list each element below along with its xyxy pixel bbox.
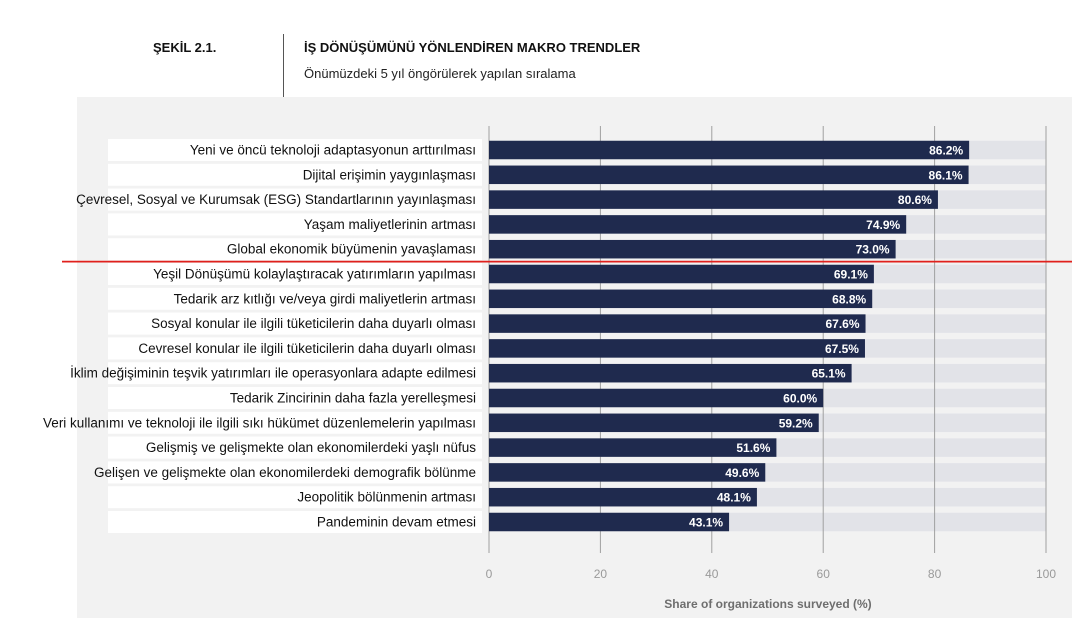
bar-value-label: 80.6%	[898, 193, 932, 207]
bar-value-label: 74.9%	[866, 218, 900, 232]
category-label: Çevresel, Sosyal ve Kurumsak (ESG) Stand…	[76, 192, 476, 207]
bar	[489, 289, 873, 309]
x-tick-label: 100	[1036, 567, 1056, 581]
category-label: Yaşam maliyetlerinin artması	[304, 217, 476, 232]
bar	[489, 388, 824, 408]
category-label-box	[108, 263, 482, 285]
category-label-box	[108, 436, 482, 459]
bar-value-label: 69.1%	[834, 268, 868, 282]
bar	[489, 140, 970, 160]
bar	[489, 363, 852, 383]
bar	[489, 264, 874, 284]
category-label-box	[108, 337, 482, 360]
bar	[489, 190, 938, 209]
title-divider	[283, 34, 284, 97]
category-label-box	[108, 238, 482, 261]
figure-title: İŞ DÖNÜŞÜMÜNÜ YÖNLENDİREN MAKRO TRENDLER	[304, 40, 641, 55]
bar-value-label: 49.6%	[725, 466, 759, 480]
bar-value-label: 68.8%	[832, 292, 866, 306]
category-label: Cevresel konular ile ilgili tüketicileri…	[138, 341, 476, 356]
category-label: Pandeminin devam etmesi	[317, 515, 476, 530]
bar-value-label: 86.2%	[929, 144, 963, 158]
bar	[489, 239, 896, 259]
category-label-box	[108, 139, 482, 161]
bar-value-label: 48.1%	[717, 491, 751, 505]
category-label: Veri kullanımı ve teknoloji ile ilgili s…	[43, 415, 476, 430]
category-label: Gelişmiş ve gelişmekte olan ekonomilerde…	[146, 440, 476, 455]
category-label-box	[108, 287, 482, 310]
category-label: Gelişen ve gelişmekte olan ekonomilerdek…	[94, 465, 476, 480]
figure-label: ŞEKİL 2.1.	[153, 40, 217, 55]
category-label-box	[108, 188, 482, 211]
x-tick-label: 20	[594, 567, 608, 581]
bar	[489, 438, 777, 457]
category-label-box	[108, 362, 482, 385]
category-label: Tedarik arz kıtlığı ve/veya girdi maliye…	[174, 291, 476, 306]
category-label-box	[108, 486, 482, 509]
x-tick-label: 40	[705, 567, 719, 581]
category-label: Yeşil Dönüşümü kolaylaştıracak yatırımla…	[153, 267, 476, 282]
bar-value-label: 51.6%	[736, 441, 770, 455]
category-label-box	[108, 411, 482, 434]
category-label: Jeopolitik bölünmenin artması	[297, 490, 476, 505]
category-label-box	[108, 312, 482, 335]
x-tick-label: 0	[486, 567, 493, 581]
bar	[489, 215, 907, 234]
bar-value-label: 67.6%	[826, 317, 860, 331]
category-label: İklim değişiminin teşvik yatırımları ile…	[70, 366, 476, 381]
bar	[489, 413, 819, 433]
bar-value-label: 73.0%	[856, 243, 890, 257]
bar	[489, 463, 766, 482]
x-axis-label: Share of organizations surveyed (%)	[664, 597, 871, 611]
bar-value-label: 67.5%	[825, 342, 859, 356]
bar	[489, 512, 730, 532]
bar-value-label: 43.1%	[689, 516, 723, 530]
category-label: Yeni ve öncü teknoloji adaptasyonun artt…	[190, 143, 476, 158]
category-label-box	[108, 387, 482, 409]
bar	[489, 314, 866, 333]
category-label: Sosyal konular ile ilgili tüketicilerin …	[151, 316, 476, 331]
category-label: Tedarik Zincirinin daha fazla yerelleşme…	[230, 391, 476, 406]
category-label: Dijital erişimin yaygınlaşması	[303, 167, 476, 182]
bar	[489, 487, 757, 507]
x-tick-label: 60	[817, 567, 831, 581]
bar-value-label: 59.2%	[779, 416, 813, 430]
bar	[489, 339, 865, 358]
category-label-box	[108, 163, 482, 186]
bar	[489, 165, 969, 185]
bar-value-label: 60.0%	[783, 392, 817, 406]
bar-value-label: 86.1%	[929, 168, 963, 182]
category-label: Global ekonomik büyümenin yavaşlaması	[227, 242, 476, 257]
category-label-box	[108, 213, 482, 236]
category-label-box	[108, 461, 482, 484]
x-tick-label: 80	[928, 567, 942, 581]
bar-value-label: 65.1%	[812, 367, 846, 381]
category-label-box	[108, 511, 482, 533]
figure-subtitle: Önümüzdeki 5 yıl öngörülerek yapılan sır…	[304, 66, 576, 81]
